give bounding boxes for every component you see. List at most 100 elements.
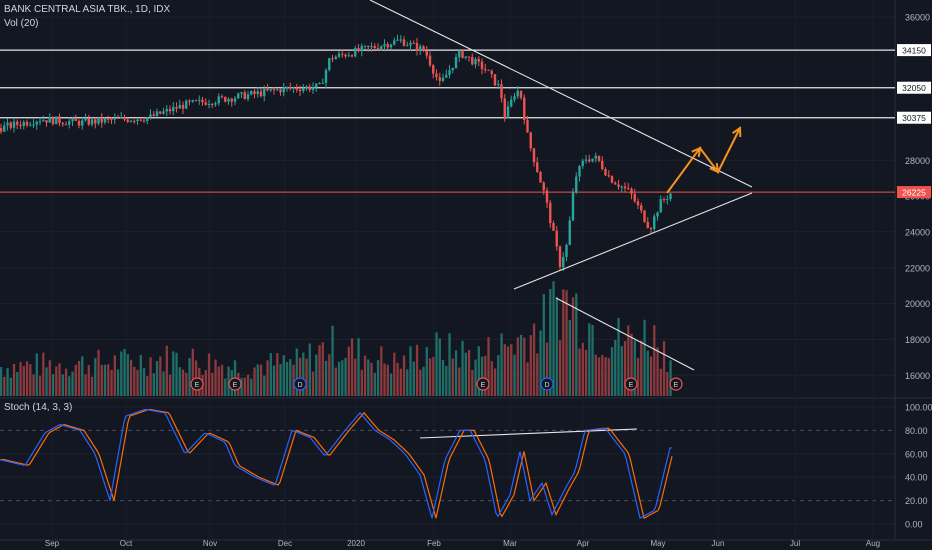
volume-bar: [94, 358, 97, 396]
volume-bar: [438, 338, 441, 396]
volume-bar: [298, 357, 302, 396]
candle-body: [337, 53, 341, 57]
candle-body: [441, 77, 445, 81]
candle-body: [110, 118, 113, 120]
volume-bar: [461, 340, 464, 396]
volume-bar: [610, 347, 614, 396]
volume-bar: [250, 378, 253, 396]
candle-body: [506, 106, 510, 118]
volume-bar: [549, 289, 552, 396]
volume-bar: [224, 378, 227, 396]
candle-body: [181, 104, 185, 109]
volume-bar: [464, 352, 467, 396]
candle-body: [152, 114, 155, 116]
volume-bar: [393, 352, 396, 396]
candle-body: [331, 58, 334, 60]
volume-bar: [328, 354, 331, 396]
volume-bar: [48, 360, 51, 396]
volume-bar: [542, 294, 545, 396]
candle-body: [493, 74, 497, 86]
volume-bar: [399, 368, 402, 396]
stoch-d-line: [0, 408, 673, 520]
event-marker[interactable]: [476, 377, 490, 391]
candle-body: [64, 124, 68, 126]
candle-body: [243, 92, 246, 100]
volume-bar: [435, 332, 438, 396]
volume-bar: [133, 366, 136, 396]
resistance-levels: [0, 49, 895, 193]
volume-bar: [32, 374, 35, 396]
candle-body: [344, 54, 347, 57]
volume-bar: [575, 293, 578, 396]
event-marker[interactable]: [293, 377, 307, 391]
candle-body: [575, 176, 578, 193]
volume-bar: [308, 343, 311, 396]
volume-bar: [19, 361, 22, 396]
time-tick-label: Jun: [712, 539, 725, 548]
candle-body: [646, 221, 649, 228]
volume-bar: [607, 358, 610, 396]
volume-bar: [383, 363, 386, 396]
candle-body: [165, 108, 168, 112]
candle-body: [659, 199, 662, 213]
volume-bar: [269, 353, 272, 396]
volume-bar: [110, 369, 113, 396]
event-marker-label: D: [297, 382, 302, 389]
candle-body: [467, 56, 471, 58]
volume-bar: [120, 351, 123, 396]
volume-bar: [146, 376, 149, 396]
time-tick-label: Apr: [577, 539, 590, 548]
volume-bar: [181, 369, 185, 396]
volume-bar: [12, 363, 16, 396]
stoch-tick-label: 100.00: [905, 403, 932, 413]
candle-body: [74, 118, 77, 121]
volume-bar: [35, 353, 38, 396]
candle-body: [594, 155, 597, 159]
trendline-upper[interactable]: [369, 0, 753, 188]
time-tick-label: Oct: [120, 539, 133, 548]
volume-bar: [155, 361, 159, 396]
event-marker[interactable]: [190, 377, 204, 391]
candle-body: [636, 201, 640, 206]
volume-bar: [487, 337, 490, 396]
volume-bar: [6, 368, 9, 396]
volume-bar: [58, 363, 61, 396]
volume-bar: [100, 364, 103, 396]
event-marker[interactable]: [228, 377, 242, 391]
candle-body: [581, 160, 584, 167]
volume-bar: [568, 320, 571, 396]
event-marker[interactable]: [669, 377, 683, 391]
candle-body: [422, 46, 425, 51]
stoch-trendline[interactable]: [419, 428, 638, 439]
volume-bar: [558, 340, 562, 396]
volume-bar: [129, 359, 133, 396]
volume-bar: [0, 367, 3, 396]
candle-body: [623, 186, 627, 189]
candle-body: [224, 96, 227, 102]
candle-body: [601, 160, 604, 170]
event-marker[interactable]: [540, 377, 554, 391]
candle-body: [139, 119, 142, 121]
arrow-head: [709, 162, 720, 174]
event-marker-label: E: [481, 382, 486, 389]
trendline-lower[interactable]: [513, 192, 753, 290]
candle-body: [399, 39, 402, 41]
candle-body: [458, 50, 461, 58]
volume-bar: [321, 342, 324, 396]
candle-body: [649, 227, 653, 229]
volume-bar: [185, 372, 188, 396]
volume-bar: [396, 362, 399, 396]
volume-bar: [406, 369, 409, 396]
volume-bar: [87, 365, 90, 396]
event-marker-label: E: [674, 382, 679, 389]
candle-body: [250, 91, 253, 95]
candle-body: [503, 98, 506, 118]
volume-bar: [363, 355, 367, 396]
candle-body: [662, 199, 666, 201]
forecast-path[interactable]: [666, 127, 741, 194]
volume-trendline[interactable]: [555, 297, 695, 371]
volume-bar: [503, 344, 506, 396]
event-marker[interactable]: [624, 377, 638, 391]
volume-bar: [367, 359, 370, 396]
time-tick-label: Nov: [203, 539, 217, 548]
